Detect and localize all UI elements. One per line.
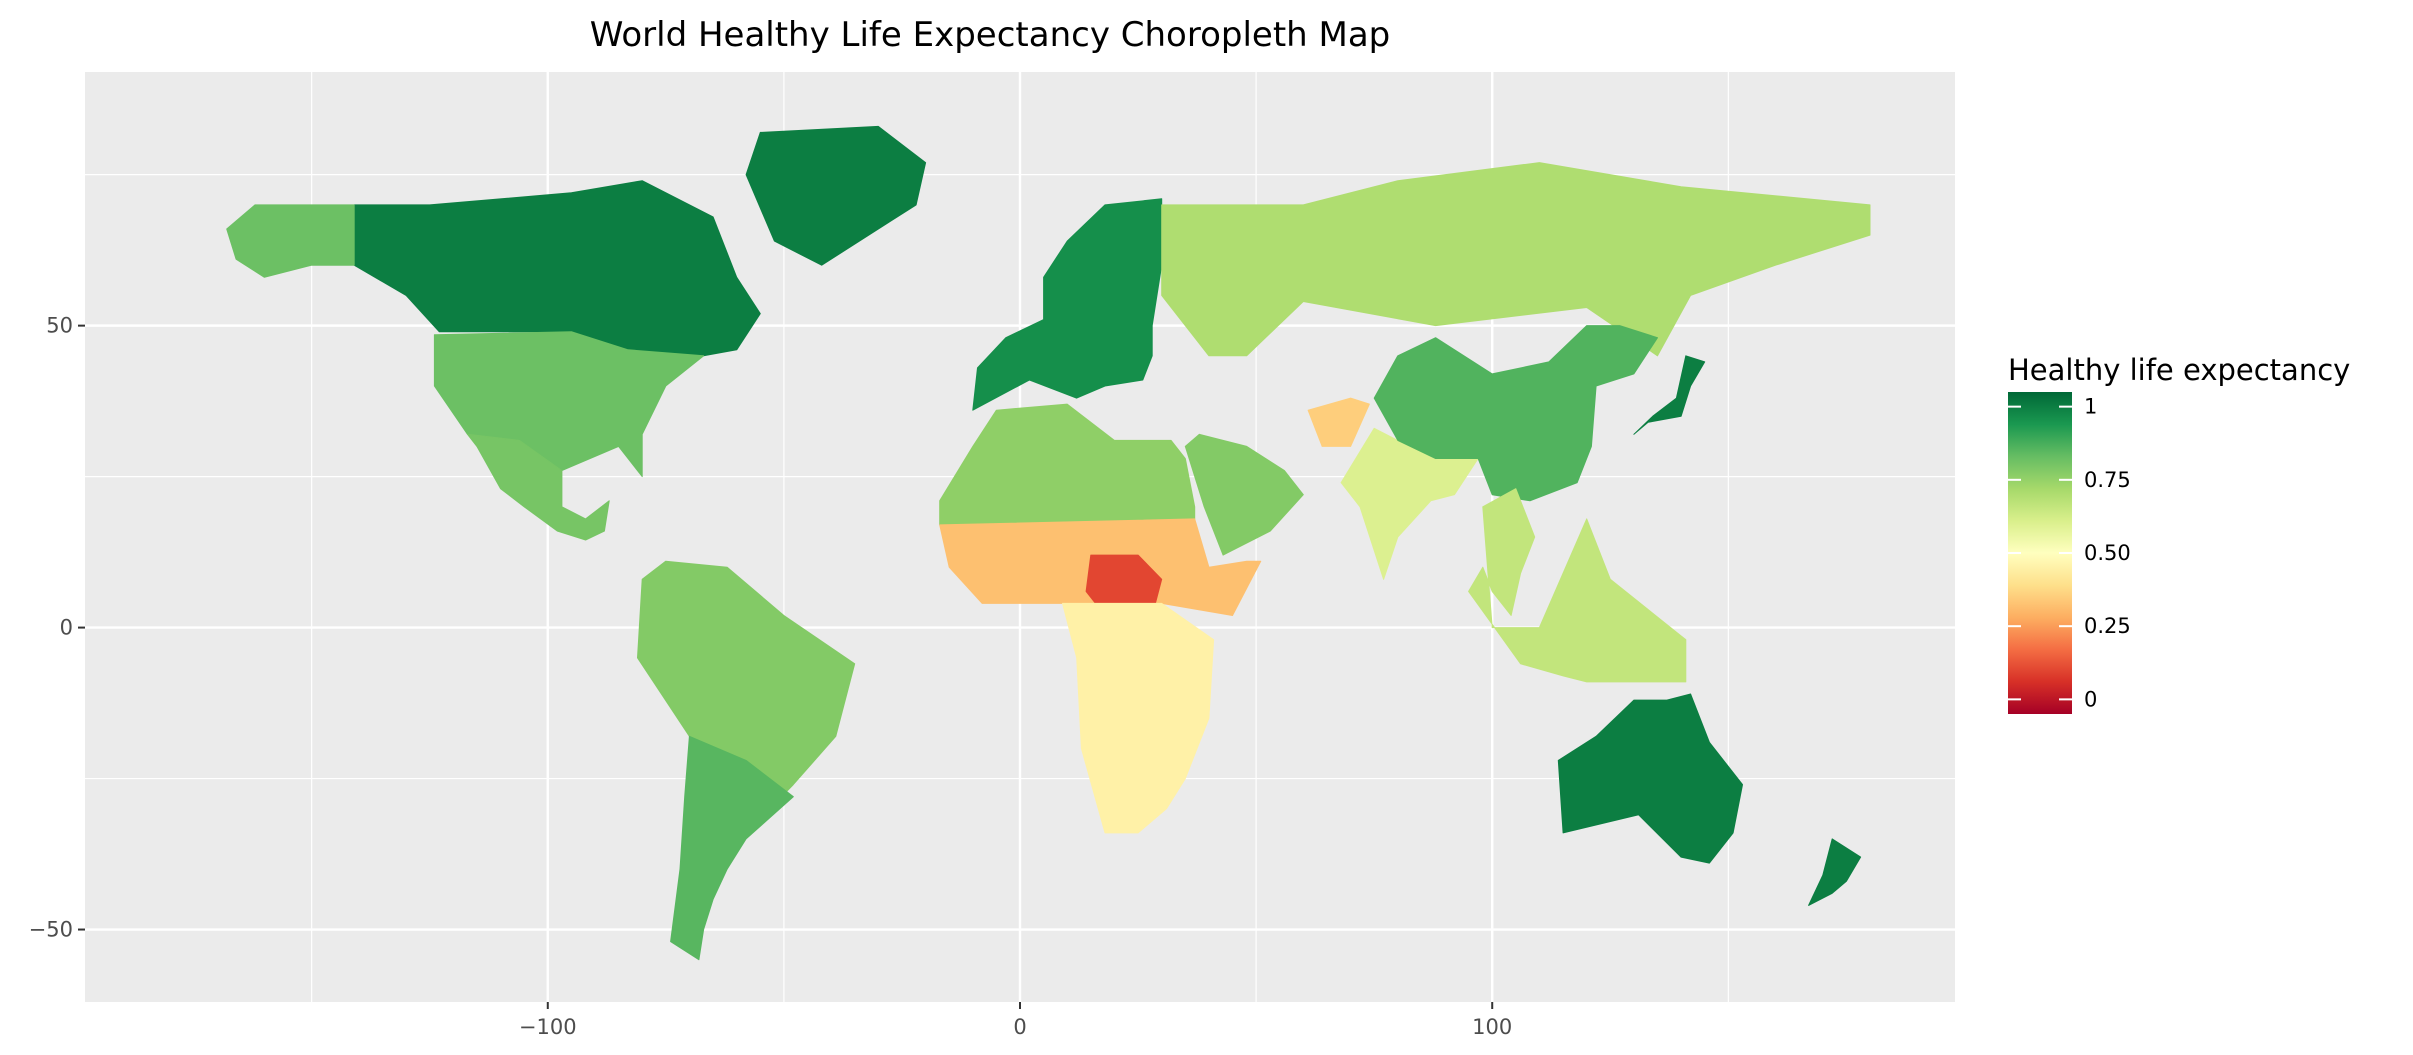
region-alaska	[226, 204, 355, 278]
region-north-america	[353, 180, 761, 375]
x-tick-label: 100	[1472, 1015, 1512, 1039]
region-afghanistan	[1307, 397, 1370, 447]
legend-break-label: 0.25	[2084, 614, 2131, 638]
legend: Healthy life expectancy 1 0.75 0.50 0.25 0	[2008, 353, 2350, 714]
x-tick-label: 0	[1013, 1015, 1026, 1039]
region-south-america	[637, 560, 856, 834]
region-southeast-asia	[1468, 488, 1687, 683]
region-arabia	[1184, 433, 1304, 556]
region-southern-south-america	[670, 735, 794, 961]
country-regions	[226, 125, 1871, 961]
region-mexico	[467, 433, 610, 541]
y-tick-label: 0	[60, 616, 73, 640]
chart-title: World Healthy Life Expectancy Choropleth…	[590, 15, 1391, 55]
region-new-zealand	[1808, 838, 1862, 906]
colorbar-ticks: 1 0.75 0.50 0.25 0	[2008, 395, 2131, 711]
legend-break-label: 0.50	[2084, 541, 2131, 565]
y-axis: 50 0 −50	[29, 314, 85, 942]
region-russia	[1161, 162, 1871, 357]
x-axis: −100 0 100	[519, 1002, 1512, 1039]
region-india	[1340, 427, 1479, 580]
region-australia	[1557, 693, 1743, 864]
legend-break-label: 0	[2084, 687, 2097, 711]
x-tick-label: −100	[519, 1015, 577, 1039]
region-southern-africa	[1062, 602, 1215, 834]
region-japan	[1633, 355, 1706, 435]
region-greenland	[745, 125, 927, 266]
y-tick-label: 50	[46, 314, 73, 338]
y-tick-label: −50	[29, 918, 73, 942]
region-china	[1373, 325, 1658, 502]
legend-title: Healthy life expectancy	[2008, 353, 2350, 387]
legend-break-label: 1	[2084, 395, 2097, 419]
legend-break-label: 0.75	[2084, 468, 2131, 492]
